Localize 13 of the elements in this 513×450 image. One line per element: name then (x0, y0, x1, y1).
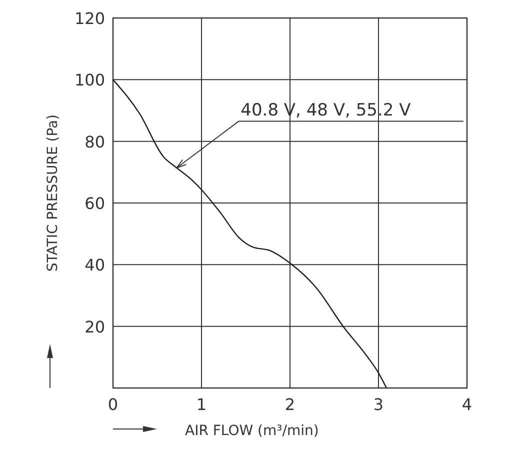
y-tick-label: 40 (84, 256, 105, 275)
y-tick-label: 120 (74, 9, 105, 28)
x-tick-label: 2 (284, 395, 296, 414)
x-tick-label: 0 (108, 395, 118, 414)
x-tick-label: 1 (196, 395, 207, 414)
x-axis-title: AIR FLOW (m³/min) (185, 423, 319, 439)
y-tick-label: 100 (74, 70, 105, 90)
x-tick-label: 4 (462, 395, 472, 414)
y-tick-label: 80 (84, 132, 105, 152)
x-tick-label: 3 (373, 395, 384, 414)
y-tick-label: 60 (84, 194, 105, 213)
y-tick-label: 20 (84, 317, 105, 336)
y-axis-title: STATIC PRESSURE (Pa) (45, 114, 61, 272)
